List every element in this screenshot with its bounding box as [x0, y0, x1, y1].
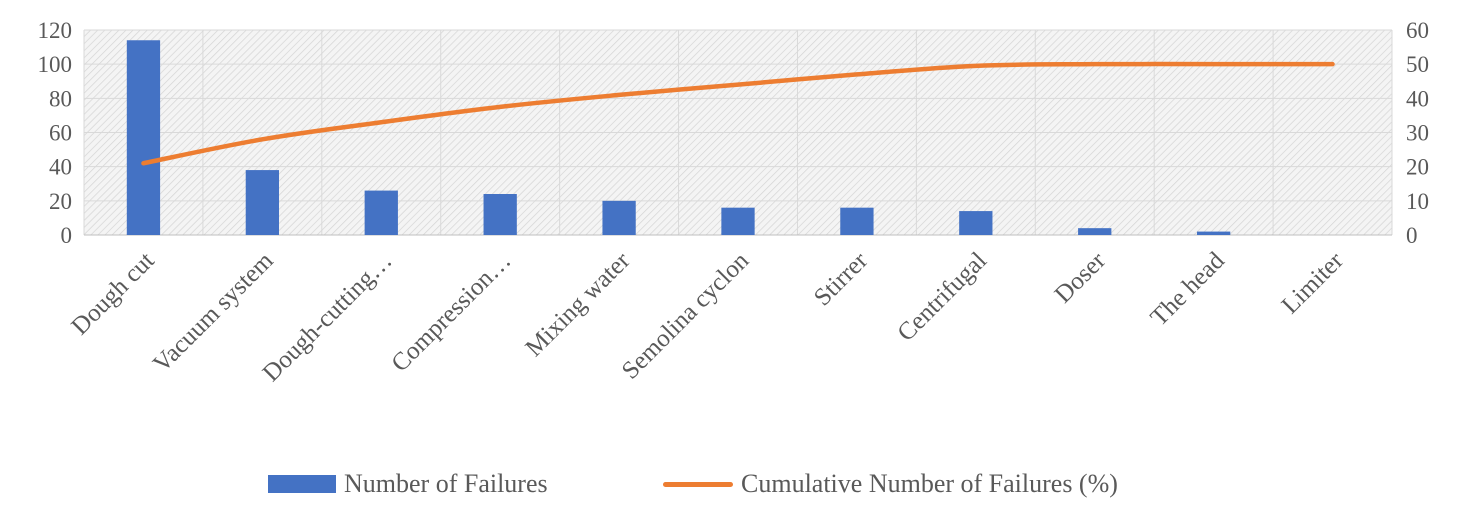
y2-tick-label: 10 — [1406, 189, 1429, 214]
bar — [1196, 231, 1231, 235]
legend-item-bars[interactable]: Number of Failures — [268, 462, 548, 506]
category-label: Doser — [1050, 247, 1112, 309]
category-label: Dough cut — [66, 247, 159, 340]
line-series — [141, 61, 1335, 166]
y2-tick-label: 60 — [1406, 18, 1429, 43]
y-tick-label: 80 — [49, 86, 72, 111]
bar — [602, 200, 636, 235]
legend: Number of Failures Cumulative Number of … — [0, 462, 1463, 506]
category-label: The head — [1146, 247, 1231, 332]
bar — [959, 211, 993, 235]
bar — [364, 190, 398, 235]
category-label: Centrifugal — [892, 247, 992, 347]
left-axis-ticks: 0 20 40 60 80 100 120 — [38, 18, 73, 248]
y-tick-label: 120 — [38, 18, 73, 43]
bar — [245, 170, 280, 235]
category-label: Compression… — [386, 247, 516, 377]
legend-line-swatch — [663, 481, 733, 487]
legend-line-label: Cumulative Number of Failures (%) — [741, 469, 1118, 498]
y-tick-label: 0 — [61, 223, 73, 248]
y2-tick-label: 40 — [1406, 86, 1429, 111]
bar — [840, 207, 874, 235]
category-label: Vacuum system — [148, 247, 279, 378]
bar — [721, 207, 755, 235]
category-label: Dough-cutting… — [258, 247, 398, 387]
y2-tick-label: 20 — [1406, 155, 1429, 180]
legend-bar-swatch — [268, 475, 336, 493]
y2-tick-label: 50 — [1406, 52, 1429, 77]
bar-series — [126, 40, 1231, 235]
y-tick-label: 100 — [38, 52, 73, 77]
y2-tick-label: 30 — [1406, 121, 1429, 146]
category-label: Semolina cyclon — [617, 247, 755, 385]
right-axis-ticks: 0 10 20 30 40 50 60 — [1406, 18, 1429, 248]
bar — [126, 40, 161, 235]
y-tick-label: 20 — [49, 189, 72, 214]
category-label: Stirrer — [809, 247, 874, 312]
bar — [483, 194, 517, 235]
legend-item-line[interactable]: Cumulative Number of Failures (%) — [663, 462, 1118, 506]
y-tick-label: 40 — [49, 155, 72, 180]
legend-bar-label: Number of Failures — [344, 469, 548, 498]
category-label: Limiter — [1277, 247, 1350, 320]
pareto-chart: 0 20 40 60 80 100 120 0 10 20 30 40 50 60 Dough cutV… — [38, 18, 1430, 387]
y-tick-label: 60 — [49, 121, 72, 146]
y2-tick-label: 0 — [1406, 223, 1418, 248]
category-label: Mixing water — [521, 247, 636, 362]
bar — [1078, 228, 1112, 235]
